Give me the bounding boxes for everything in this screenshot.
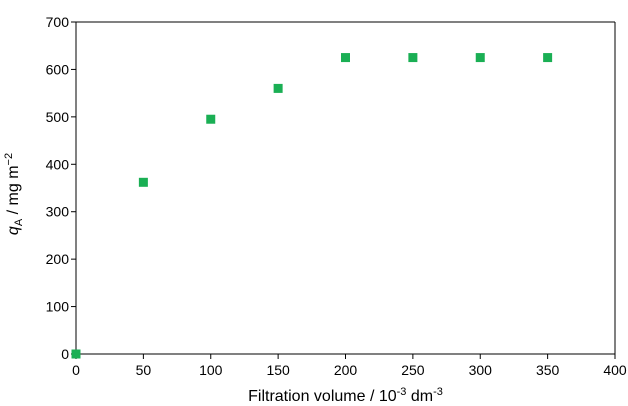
x-tick-label: 50 xyxy=(136,362,152,378)
y-tick-label: 600 xyxy=(46,61,70,77)
x-axis-title-exp1: -3 xyxy=(397,386,407,398)
y-tick-label: 100 xyxy=(46,299,70,315)
x-tick-label: 250 xyxy=(401,362,425,378)
data-points xyxy=(71,53,553,359)
x-axis-ticks: 0 50 100 150 200 250 300 350 400 xyxy=(72,354,627,378)
x-axis-title: Filtration volume / 10-3 dm-3 xyxy=(248,386,443,405)
data-point xyxy=(138,177,148,187)
data-point xyxy=(475,53,485,63)
y-tick-label: 700 xyxy=(46,14,70,30)
plot-area xyxy=(75,21,616,355)
y-axis-title-sup: −2 xyxy=(3,153,15,166)
data-point xyxy=(543,53,553,63)
y-tick-label: 400 xyxy=(46,156,70,172)
y-axis-title-rest: / mg m xyxy=(5,165,22,218)
y-tick-label: 500 xyxy=(46,109,70,125)
x-tick-label: 350 xyxy=(536,362,560,378)
x-tick-label: 100 xyxy=(199,362,223,378)
x-tick-label: 150 xyxy=(266,362,290,378)
y-tick-label: 0 xyxy=(61,346,69,362)
x-tick-label: 200 xyxy=(334,362,358,378)
data-point xyxy=(71,349,81,359)
data-point xyxy=(341,53,350,63)
data-point xyxy=(273,83,283,93)
x-axis-title-exp2: -3 xyxy=(433,386,443,398)
data-point xyxy=(206,114,216,124)
y-axis-title-q: q xyxy=(5,226,22,235)
x-tick-label: 400 xyxy=(603,362,627,378)
x-tick-label: 300 xyxy=(469,362,493,378)
y-tick-label: 200 xyxy=(46,251,70,267)
y-axis-ticks: 0 100 200 300 400 500 600 700 xyxy=(46,14,76,362)
y-axis-title: qA / mg m−2 xyxy=(3,153,25,235)
x-axis-title-main: Filtration volume / 10 xyxy=(248,388,397,405)
data-point xyxy=(408,53,418,63)
x-axis-title-mid: dm xyxy=(406,388,433,405)
y-tick-label: 300 xyxy=(46,204,70,220)
x-tick-label: 0 xyxy=(72,362,80,378)
y-axis-title-sub: A xyxy=(13,218,25,226)
